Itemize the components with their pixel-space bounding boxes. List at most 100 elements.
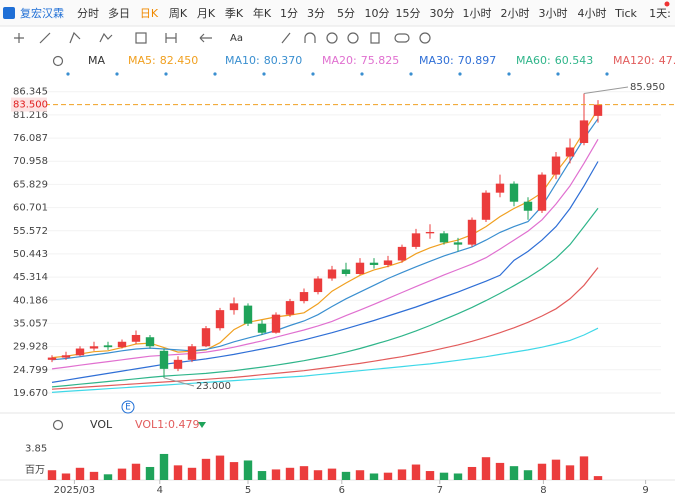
period-tab[interactable]: 月K <box>197 7 216 20</box>
period-tab[interactable]: 3分 <box>307 7 325 20</box>
legend-dot <box>556 72 560 76</box>
volume-bar <box>229 462 239 480</box>
legend-dot <box>115 72 119 76</box>
period-tab[interactable]: 季K <box>225 7 244 20</box>
candle-body <box>215 310 225 329</box>
ma-line <box>51 108 599 359</box>
volume-bar <box>271 469 281 480</box>
period-tab[interactable]: 2小时 <box>501 7 530 20</box>
period-tab[interactable]: 5分 <box>337 7 355 20</box>
volume-bar <box>341 471 351 480</box>
vol-tick-label: 3.85 <box>25 444 47 455</box>
period-tab[interactable]: 1小时 <box>463 7 492 20</box>
candle-body <box>159 350 169 369</box>
period-tab[interactable]: 10分 <box>365 7 390 20</box>
volume-bar <box>159 453 169 480</box>
legend-dot <box>605 72 609 76</box>
icon-line[interactable] <box>39 32 51 44</box>
period-tab[interactable]: 分时 <box>77 7 99 20</box>
legend-dot <box>262 72 266 76</box>
candle-body <box>187 346 197 360</box>
period-tab[interactable]: 年K <box>253 6 272 20</box>
vol-dropdown[interactable] <box>198 422 206 428</box>
legend-dot <box>458 72 462 76</box>
vol-settings[interactable] <box>52 419 64 431</box>
candle-body <box>313 278 323 293</box>
candle-body <box>61 355 71 358</box>
icon-delete[interactable] <box>370 32 380 44</box>
period-tab[interactable]: 15分 <box>396 7 421 20</box>
candle-body <box>551 156 561 175</box>
stock-name[interactable]: 复宏汉霖 <box>20 6 64 20</box>
icon-arrow[interactable] <box>199 33 212 43</box>
event-marker[interactable]: E <box>125 403 131 413</box>
volume-bar <box>47 470 57 480</box>
icon-magnet[interactable] <box>304 32 316 43</box>
candle-body <box>579 120 589 143</box>
volume-bar <box>299 466 309 480</box>
logo <box>3 7 15 19</box>
candle-body <box>173 359 183 369</box>
ma-legend-name: MA10: <box>225 54 260 67</box>
period-tab[interactable]: 多日 <box>108 6 130 20</box>
period-tab[interactable]: 日K <box>140 7 159 20</box>
icon-wave[interactable] <box>99 32 113 43</box>
candle-body <box>411 233 421 247</box>
candle-body <box>327 269 337 279</box>
y-tick-label: 86.345 <box>13 87 48 98</box>
icon-range[interactable] <box>165 33 177 43</box>
period-tab[interactable]: 周K <box>169 7 188 20</box>
candle-body <box>369 262 379 265</box>
icon-channel[interactable] <box>69 31 81 44</box>
icon-compare[interactable] <box>394 33 410 43</box>
icon-lock[interactable] <box>326 32 338 44</box>
volume-bar <box>551 459 561 480</box>
ma-legend-value: 80.370 <box>264 54 303 67</box>
volume-bar <box>369 473 379 480</box>
icon-add[interactable] <box>14 33 24 43</box>
y-tick-label: 35.057 <box>13 318 48 329</box>
volume-bar <box>523 470 533 480</box>
volume-bar <box>397 469 407 480</box>
candle-body <box>145 337 155 347</box>
icon-text[interactable]: Aa <box>230 33 243 44</box>
x-tick-label: 7 <box>437 485 443 496</box>
ma-legend-value: 75.825 <box>361 54 400 67</box>
candle-body <box>285 301 295 315</box>
y-tick-label: 40.186 <box>13 295 48 306</box>
period-tab[interactable]: 3小时 <box>539 7 568 20</box>
y-tick-label: 60.701 <box>13 203 48 214</box>
ma-legend-value: 47.41 <box>659 54 675 67</box>
icon-pen[interactable] <box>281 32 291 44</box>
period-tab[interactable]: 4小时 <box>578 7 607 20</box>
period-tab[interactable]: Tick <box>614 7 637 20</box>
candle-body <box>397 246 407 261</box>
ma-line <box>51 138 599 370</box>
ma-legend-name: MA20: <box>322 54 357 67</box>
volume-bar <box>187 467 197 480</box>
period-tab[interactable]: 1分 <box>280 7 298 20</box>
volume-bar <box>201 458 211 480</box>
legend-dot <box>66 72 70 76</box>
icon-settings[interactable] <box>419 32 431 44</box>
icon-hide[interactable] <box>347 32 359 44</box>
event-marker-bg <box>121 400 135 414</box>
volume-bar <box>89 471 99 480</box>
indicator-settings[interactable] <box>52 55 64 67</box>
period-tab[interactable]: 1天: <box>649 7 671 20</box>
y-tick-label: 65.829 <box>13 179 48 190</box>
vol-legend-value: 0.479 <box>168 418 200 431</box>
volume-bar <box>75 467 85 480</box>
y-tick-label: 55.572 <box>13 226 48 237</box>
candle-body <box>299 292 309 302</box>
volume-bar <box>509 466 519 480</box>
volume-bar <box>61 473 71 480</box>
period-tab[interactable]: 30分 <box>430 7 455 20</box>
volume-bar <box>565 465 575 480</box>
icon-fib[interactable] <box>135 32 147 44</box>
indicator-name[interactable]: MA <box>88 54 105 67</box>
candle-body <box>341 269 351 274</box>
vol-indicator[interactable]: VOL <box>90 418 113 431</box>
volume-bar <box>439 472 449 480</box>
candle-body <box>453 242 463 245</box>
